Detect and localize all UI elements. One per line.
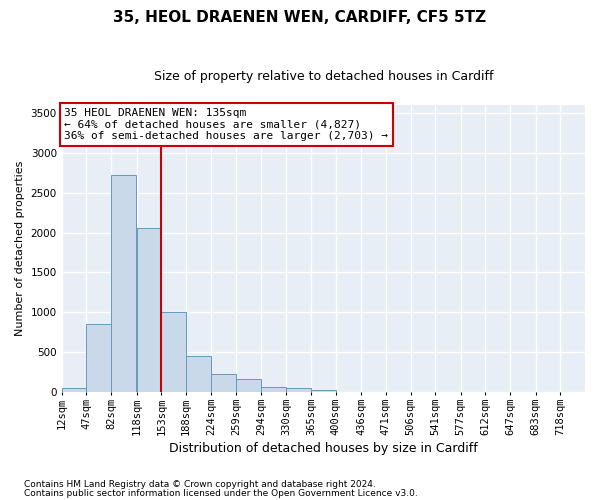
- Text: 35 HEOL DRAENEN WEN: 135sqm
← 64% of detached houses are smaller (4,827)
36% of : 35 HEOL DRAENEN WEN: 135sqm ← 64% of det…: [64, 108, 388, 141]
- Bar: [161, 312, 186, 392]
- Bar: [211, 374, 236, 392]
- Bar: [186, 356, 211, 392]
- Text: Contains HM Land Registry data © Crown copyright and database right 2024.: Contains HM Land Registry data © Crown c…: [24, 480, 376, 489]
- Bar: [86, 324, 111, 392]
- Bar: [137, 228, 161, 392]
- Bar: [261, 387, 286, 392]
- Text: Contains public sector information licensed under the Open Government Licence v3: Contains public sector information licen…: [24, 489, 418, 498]
- Title: Size of property relative to detached houses in Cardiff: Size of property relative to detached ho…: [154, 70, 493, 83]
- Bar: [62, 388, 86, 392]
- Text: 35, HEOL DRAENEN WEN, CARDIFF, CF5 5TZ: 35, HEOL DRAENEN WEN, CARDIFF, CF5 5TZ: [113, 10, 487, 25]
- Bar: [286, 388, 311, 392]
- X-axis label: Distribution of detached houses by size in Cardiff: Distribution of detached houses by size …: [169, 442, 478, 455]
- Y-axis label: Number of detached properties: Number of detached properties: [15, 161, 25, 336]
- Bar: [111, 175, 136, 392]
- Bar: [311, 390, 335, 392]
- Bar: [236, 379, 261, 392]
